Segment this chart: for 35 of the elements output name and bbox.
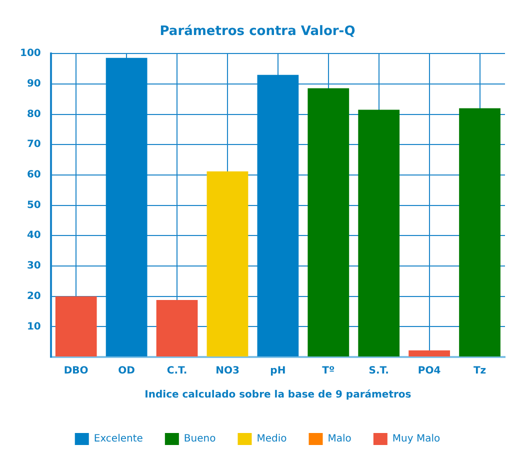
y-tick-label: 50 — [26, 200, 41, 211]
bar — [55, 296, 97, 356]
x-tick-label: Tº — [322, 366, 335, 377]
x-tick-label: pH — [270, 366, 286, 377]
bar — [308, 88, 350, 356]
y-tick-label: 40 — [26, 230, 41, 242]
x-axis-title: Indice calculado sobre la base de 9 parámetros — [144, 390, 412, 401]
bar — [156, 300, 198, 356]
y-tick-label: 100 — [20, 48, 41, 60]
x-tick-label: OD — [118, 366, 135, 377]
legend-label: Malo — [328, 434, 352, 445]
legend-label: Bueno — [184, 434, 216, 445]
bar — [459, 108, 500, 356]
y-tick-label: 10 — [26, 321, 41, 332]
y-tick-label: 20 — [26, 290, 41, 302]
x-tick-label: DBO — [64, 366, 88, 377]
x-tick-label: PO4 — [418, 366, 441, 377]
bar — [206, 171, 248, 356]
y-tick-label: 30 — [26, 260, 41, 272]
y-tick-label: 90 — [26, 78, 41, 90]
legend-label: Medio — [256, 434, 287, 445]
legend-label: Muy Malo — [392, 434, 440, 445]
bar — [358, 110, 400, 356]
bar — [408, 350, 450, 356]
x-tick-label: C.T. — [166, 366, 188, 377]
x-tick-label: S.T. — [368, 366, 389, 377]
y-tick-label: 80 — [26, 108, 41, 120]
bar — [257, 74, 299, 356]
bar — [106, 58, 148, 356]
y-tick-label: 60 — [26, 170, 41, 181]
chart-title: Parámetros contra Valor-Q — [160, 24, 356, 40]
x-tick-label: Tz — [473, 366, 486, 377]
x-tick-label: NO3 — [216, 366, 240, 377]
y-tick-label: 70 — [26, 139, 41, 150]
legend-label: Excelente — [94, 434, 143, 445]
